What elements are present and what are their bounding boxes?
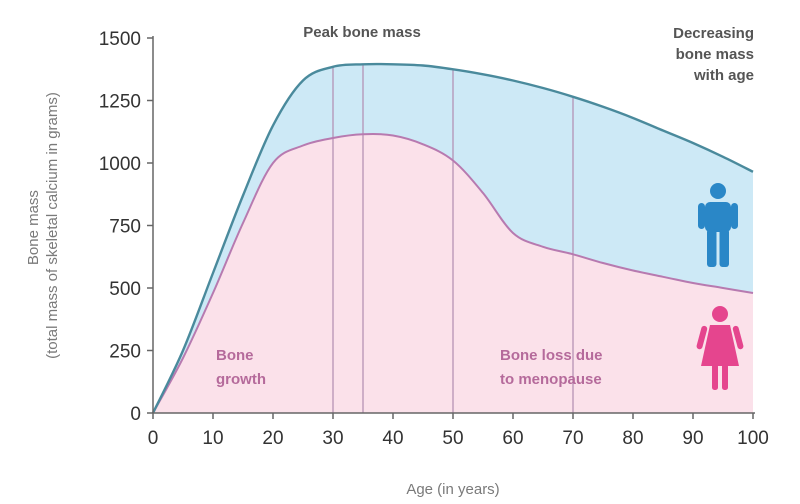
male-extra-area (153, 63, 753, 413)
x-tick-label-100: 100 (737, 428, 769, 449)
annotation-decreasing-line-1: Decreasing (673, 25, 754, 42)
x-axis-title: Age (in years) (406, 481, 499, 498)
x-tick-label-40: 40 (382, 428, 403, 449)
x-tick-label-30: 30 (322, 428, 343, 449)
annotation-menopause-line-2: to menopause (500, 371, 602, 388)
y-tick-label-1000: 1000 (99, 154, 141, 175)
y-tick-label-1250: 1250 (99, 92, 141, 113)
y-axis-title-line-1: Bone mass (25, 190, 42, 265)
x-tick-label-70: 70 (562, 428, 583, 449)
annotation-growth-line-2: growth (216, 371, 266, 388)
y-axis-title: Bone mass (total mass of skeletal calciu… (25, 92, 61, 359)
female-figure-icon (696, 306, 744, 390)
annotation-growth-line-1: Bone (216, 347, 254, 364)
annotation-menopause: Bone loss due to menopause (500, 347, 603, 388)
male-figure-icon (698, 183, 738, 267)
x-tick-label-50: 50 (442, 428, 463, 449)
annotation-decreasing-line-2: bone mass (676, 46, 754, 63)
x-tick-label-60: 60 (502, 428, 523, 449)
x-tick-label-80: 80 (622, 428, 643, 449)
x-tick-label-90: 90 (682, 428, 703, 449)
x-tick-label-20: 20 (262, 428, 283, 449)
y-tick-label-500: 500 (109, 279, 141, 300)
y-tick-label-1500: 1500 (99, 29, 141, 50)
x-tick-label-0: 0 (148, 428, 159, 449)
annotation-decreasing: Decreasing bone mass with age (673, 25, 754, 84)
y-tick-label-250: 250 (109, 342, 141, 363)
y-tick-label-750: 750 (109, 217, 141, 238)
male-bone-mass-line (151, 62, 754, 414)
annotation-menopause-line-1: Bone loss due (500, 347, 603, 364)
y-axis-title-line-2: (total mass of skeletal calcium in grams… (44, 92, 61, 359)
annotation-peak-line-1: Peak bone mass (303, 24, 421, 41)
annotation-peak: Peak bone mass (303, 24, 421, 41)
x-tick-label-10: 10 (202, 428, 223, 449)
female-bone-mass-line (152, 133, 754, 414)
annotation-growth: Bone growth (216, 347, 266, 388)
y-tick-label-0: 0 (130, 404, 141, 425)
annotation-decreasing-line-3: with age (693, 67, 754, 84)
